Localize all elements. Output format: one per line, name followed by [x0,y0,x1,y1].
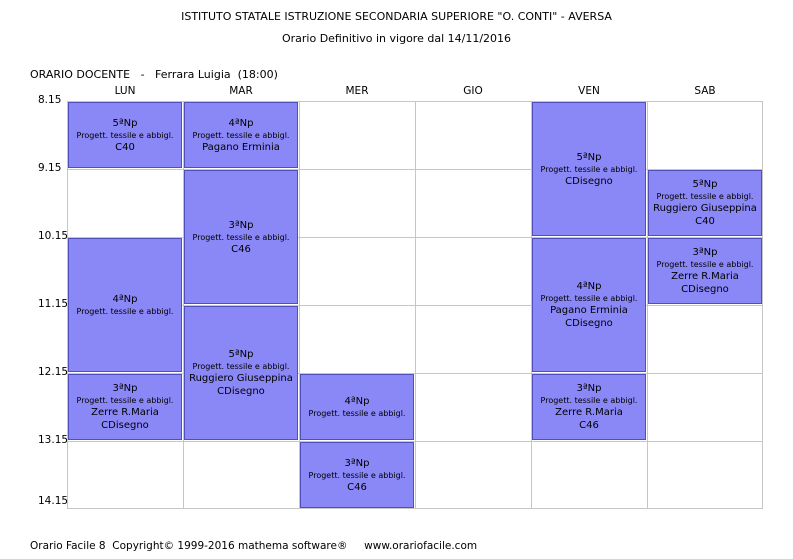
time-label: 9.15 [38,162,62,174]
lesson-class: 4ªNp [228,117,254,129]
day-header-gio: GIO [463,85,483,97]
time-label: 11.15 [38,298,69,310]
lesson-subject: Progett. tessile e abbigl. [540,294,638,303]
lesson-subject: Progett. tessile e abbigl. [192,232,290,242]
lesson-cell[interactable]: 3ªNp Progett. tessile e abbigl. C46 [184,170,298,304]
grid-row-divider [67,373,763,374]
grid-row-divider [67,441,763,442]
lesson-cell[interactable]: 3ªNp Progett. tessile e abbigl. Zerre R.Ma… [648,238,762,304]
lesson-cell[interactable]: 4ªNp Progett. tessile e abbigl. Pagano Erm… [184,102,298,168]
lesson-detail: C40 [695,216,715,227]
lesson-detail: CDisegno [217,386,265,397]
lesson-class: 5ªNp [112,117,138,129]
day-header-mar: MAR [229,85,253,97]
lesson-subject: Progett. tessile e abbigl. [76,130,174,140]
lesson-detail: C40 [115,141,135,153]
time-label: 10.15 [38,230,69,242]
lesson-detail: CDisegno [681,284,729,295]
lesson-detail: Zerre R.Maria [555,407,623,418]
teacher-line: ORARIO DOCENTE - Ferrara Luigia (18:00) [30,68,278,81]
day-header-sab: SAB [694,85,716,97]
day-header-ven: VEN [578,85,600,97]
grid-row-divider [67,305,763,306]
lesson-subject: Progett. tessile e abbigl. [76,396,174,405]
lesson-subject: Progett. tessile e abbigl. [308,470,406,480]
lesson-class: 3ªNp [112,383,138,394]
lesson-class: 3ªNp [692,247,718,258]
lesson-cell[interactable]: 3ªNp Progett. tessile e abbigl. C46 [300,442,414,508]
lesson-detail: CDisegno [565,318,613,329]
lesson-class: 4ªNp [112,294,138,305]
lesson-subject: Progett. tessile e abbigl. [656,192,754,201]
time-label: 13.15 [38,434,69,446]
lesson-detail: Pagano Erminia [550,305,628,316]
lesson-class: 5ªNp [692,179,718,190]
lesson-detail: C46 [347,481,367,493]
lesson-class: 3ªNp [344,457,370,469]
lesson-subject: Progett. tessile e abbigl. [192,130,290,140]
lesson-subject: Progett. tessile e abbigl. [540,396,638,405]
day-header-mer: MER [345,85,369,97]
lesson-cell[interactable]: 5ªNp Progett. tessile e abbigl. Ruggiero G… [648,170,762,236]
lesson-detail: Pagano Erminia [202,141,280,153]
lesson-detail: Zerre R.Maria [91,407,159,418]
lesson-detail: CDisegno [565,175,613,187]
lesson-cell[interactable]: 5ªNp Progett. tessile e abbigl. Ruggiero G… [184,306,298,440]
lesson-subject: Progett. tessile e abbigl. [656,260,754,269]
lesson-class: 4ªNp [344,396,370,407]
lesson-detail: Ruggiero Giuseppina [653,203,757,214]
lesson-detail: C46 [579,420,599,431]
lesson-subject: Progett. tessile e abbigl. [76,307,174,316]
lesson-detail: Zerre R.Maria [671,271,739,282]
grid-row-divider [67,169,763,170]
time-label: 14.15 [38,495,69,507]
footer: Orario Facile 8 Copyright© 1999-2016 mat… [30,540,478,552]
lesson-cell[interactable]: 4ªNp Progett. tessile e abbigl. [68,238,182,372]
time-label: 12.15 [38,366,69,378]
time-label: 8.15 [38,94,62,106]
lesson-class: 3ªNp [228,219,254,231]
lesson-class: 3ªNp [576,383,602,394]
school-title: ISTITUTO STATALE ISTRUZIONE SECONDARIA S… [181,10,612,23]
lesson-class: 5ªNp [228,349,254,360]
lesson-cell[interactable]: 5ªNp Progett. tessile e abbigl. CDisegno [532,102,646,236]
schedule-subtitle: Orario Definitivo in vigore dal 14/11/20… [281,32,512,45]
lesson-subject: Progett. tessile e abbigl. [540,164,638,174]
lesson-cell[interactable]: 4ªNp Progett. tessile e abbigl. [300,374,414,440]
lesson-cell[interactable]: 4ªNp Progett. tessile e abbigl. Pagano Erm… [532,238,646,372]
lesson-cell[interactable]: 3ªNp Progett. tessile e abbigl. Zerre R.Ma… [532,374,646,440]
lesson-detail: C46 [231,243,251,255]
lesson-cell[interactable]: 3ªNp Progett. tessile e abbigl. Zerre R.Ma… [68,374,182,440]
grid-row-divider [67,237,763,238]
lesson-cell[interactable]: 5ªNp Progett. tessile e abbigl. C40 [68,102,182,168]
lesson-class: 4ªNp [576,281,602,292]
lesson-detail: Ruggiero Giuseppina [189,373,293,384]
lesson-subject: Progett. tessile e abbigl. [308,409,406,418]
lesson-class: 5ªNp [576,151,602,163]
day-header-lun: LUN [114,85,136,97]
lesson-subject: Progett. tessile e abbigl. [192,362,290,371]
lesson-detail: CDisegno [101,420,149,431]
